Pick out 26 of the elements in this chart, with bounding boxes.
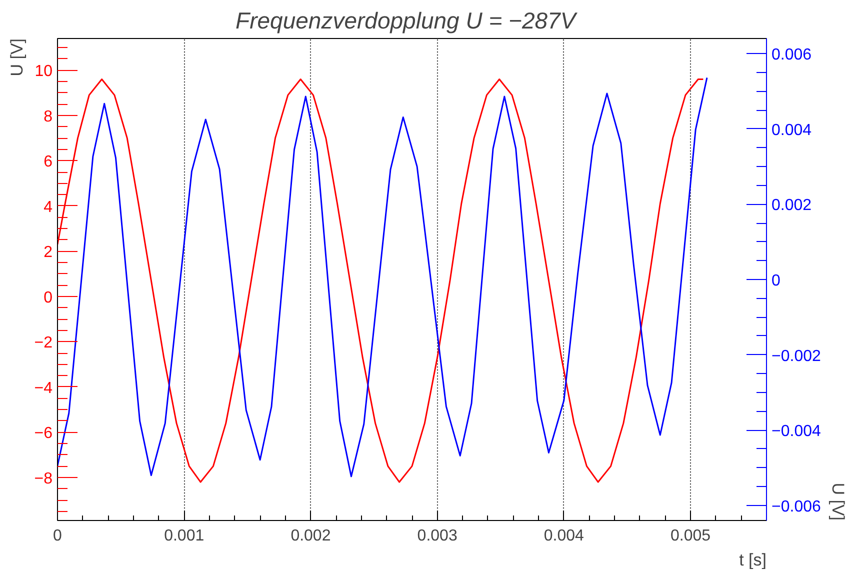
- x-axis-title: t [s]: [739, 550, 767, 570]
- y-tick-label: 6: [44, 154, 53, 171]
- x-tick-label: 0.005: [670, 528, 711, 544]
- y-tick-label: 10: [34, 63, 53, 80]
- y2-tick-label: 0: [772, 272, 780, 290]
- y2-tick-label: 0.006: [772, 46, 812, 64]
- y-tick-label: −6: [34, 425, 53, 442]
- x-tick-label: 0.002: [290, 528, 331, 544]
- y-tick-label: 0: [44, 289, 53, 306]
- y2-tick-label: −0.006: [772, 498, 821, 516]
- y-tick-label: −2: [34, 334, 53, 352]
- y-tick-label: 4: [44, 198, 53, 216]
- y2-tick-label: 0.004: [772, 122, 812, 139]
- y-tick-label: 8: [44, 108, 53, 126]
- y2-tick-label: −0.004: [772, 423, 821, 440]
- x-tick-label: 0.003: [417, 528, 458, 544]
- y-tick-label: −4: [34, 380, 53, 397]
- y2-tick-label: 0.002: [772, 197, 812, 214]
- y-tick-label: 2: [44, 244, 53, 262]
- y-axis-title: U [V]: [8, 38, 26, 76]
- x-tick-label: 0.004: [544, 528, 584, 544]
- x-tick-label: 0.001: [164, 528, 204, 544]
- y2-axis-title: U [V]: [828, 482, 848, 521]
- y2-tick-label: −0.002: [772, 348, 821, 365]
- y-tick-label: −8: [34, 470, 53, 488]
- chart-title: Frequenzverdopplung U = −287V: [236, 8, 578, 34]
